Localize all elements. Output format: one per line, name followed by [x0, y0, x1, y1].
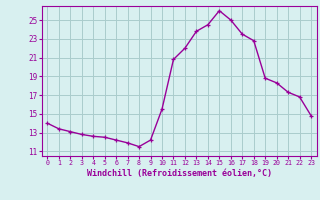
X-axis label: Windchill (Refroidissement éolien,°C): Windchill (Refroidissement éolien,°C)	[87, 169, 272, 178]
